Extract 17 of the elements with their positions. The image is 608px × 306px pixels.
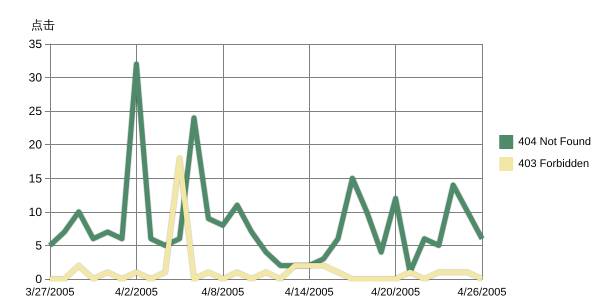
legend-label: 403 Forbidden <box>518 158 590 170</box>
x-tick-label: 4/8/2005 <box>201 286 244 298</box>
x-tick-label: 4/20/2005 <box>371 286 420 298</box>
y-tick-label: 25 <box>28 104 42 118</box>
y-tick-label: 20 <box>28 138 42 152</box>
y-tick-label: 35 <box>28 37 42 51</box>
x-tick-label: 4/26/2005 <box>458 286 506 298</box>
y-tick-label: 0 <box>35 272 42 286</box>
x-tick-label: 4/14/2005 <box>284 286 334 298</box>
x-tick-label: 3/27/2005 <box>26 286 74 298</box>
y-tick-label: 15 <box>28 171 42 186</box>
y-tick-label: 30 <box>28 70 42 85</box>
y-tick-label: 5 <box>35 238 42 252</box>
y-axis-title: 点击 <box>31 18 55 32</box>
x-tick-label: 4/2/2005 <box>114 286 158 298</box>
legend-label: 404 Not Found <box>518 136 592 148</box>
y-tick-label: 10 <box>28 204 42 219</box>
